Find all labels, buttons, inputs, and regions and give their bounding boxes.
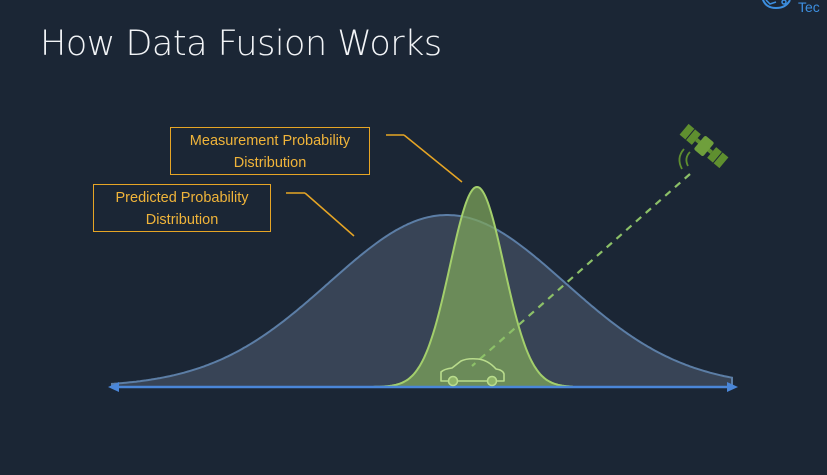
predicted-leader-line-diagonal bbox=[304, 192, 355, 237]
measurement-callout-line2: Distribution bbox=[233, 155, 307, 171]
measurement-callout: Measurement Probability Distribution bbox=[170, 127, 370, 175]
logo-icon bbox=[762, 0, 791, 10]
measurement-callout-line1: Measurement Probability bbox=[189, 133, 351, 149]
slide-title: How Data Fusion Works bbox=[40, 24, 442, 64]
measurement-distribution bbox=[373, 185, 573, 388]
car-icon bbox=[440, 357, 505, 387]
predicted-distribution bbox=[111, 214, 733, 388]
axis-left-arrow bbox=[108, 382, 119, 392]
axis-right-arrow bbox=[727, 382, 738, 392]
predicted-callout-line2: Distribution bbox=[145, 212, 219, 228]
measurement-leader-line-diagonal bbox=[403, 134, 463, 183]
satellite-signal-waves bbox=[678, 148, 691, 170]
predicted-callout-line1: Predicted Probability bbox=[115, 190, 249, 206]
logo-text: Tec bbox=[798, 0, 820, 15]
logo: Tec bbox=[756, 0, 827, 18]
horizontal-axis bbox=[108, 382, 738, 392]
predicted-callout: Predicted Probability Distribution bbox=[93, 184, 271, 232]
satellite-icon bbox=[679, 123, 729, 169]
satellite-signal-line bbox=[471, 173, 691, 367]
